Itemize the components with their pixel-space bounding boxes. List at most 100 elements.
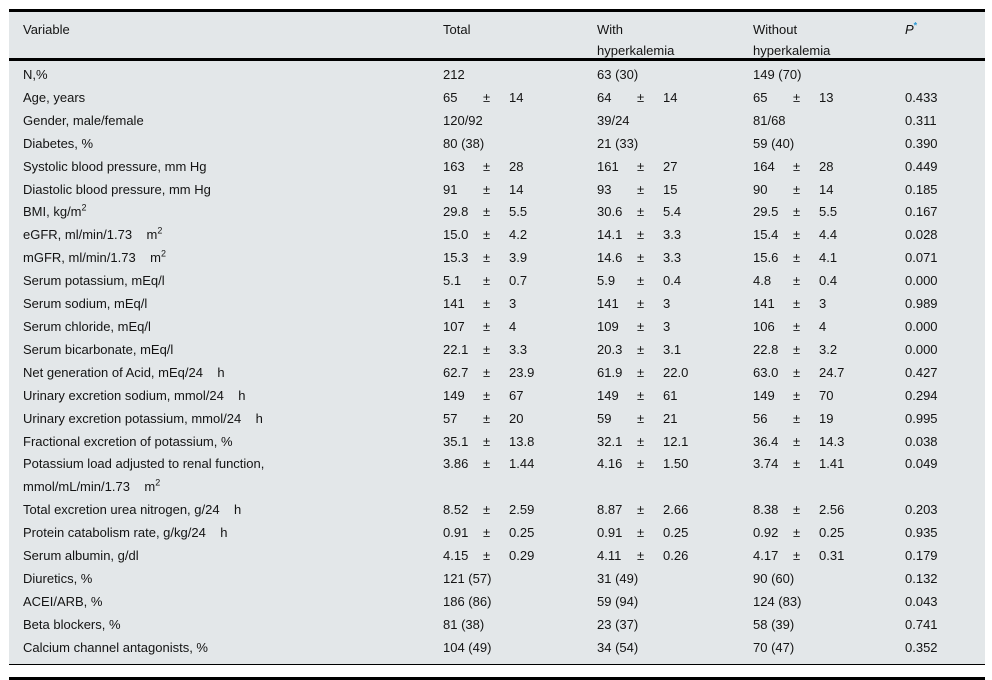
table-row: Diuretics, % 121 (57) 31 (49) 90 (60) 0.132: [9, 568, 985, 591]
table-row: Systolic blood pressure, mm Hg 163 ±28 161 ±…: [9, 156, 985, 179]
column-header-without-hyperkalemia: Without hyperkalemia: [753, 22, 831, 58]
cell-with-hyperkalemia: 0.91 ±0.25: [597, 525, 689, 541]
cell-total: 15.0 ±4.2: [443, 227, 528, 243]
cell-with-hyperkalemia: 8.87 ±2.66: [597, 502, 689, 518]
table-row: Calcium channel antagonists, % 104 (49) 34…: [9, 637, 985, 660]
cell-total: 91 ±14: [443, 181, 524, 197]
cell-without-hyperkalemia: 164 ±28: [753, 158, 834, 174]
cell-total: 0.91 ±0.25: [443, 525, 535, 541]
cell-without-hyperkalemia: 36.4 ±14.3: [753, 433, 845, 449]
row-label: Calcium channel antagonists, %: [23, 639, 208, 655]
cell-total: 3.86 ±1.44: [443, 456, 535, 472]
cell-without-hyperkalemia: 141 ±3: [753, 296, 827, 312]
cell-total: 4.15 ±0.29: [443, 548, 535, 564]
table-row: Serum potassium, mEq/l 5.1 ±0.7 5.9 ±0.4 4.8 ±…: [9, 270, 985, 293]
cell-without-hyperkalemia: 149 ±70: [753, 387, 834, 403]
cell-with-hyperkalemia: 5.9 ±0.4: [597, 273, 682, 289]
cell-without-hyperkalemia: 4.8 ±0.4: [753, 273, 838, 289]
row-label: Diuretics, %: [23, 570, 93, 586]
cell-without-hyperkalemia: 90 ±14: [753, 181, 834, 197]
cell-p-value: 0.427: [905, 364, 938, 380]
cell-without-hyperkalemia: 90 (60): [753, 570, 795, 586]
table-row: Serum chloride, mEq/l 107 ±4 109 ±3 106 ±4 0.00…: [9, 316, 985, 339]
cell-total: 5.1 ±0.7: [443, 273, 528, 289]
cell-p-value: 0.038: [905, 433, 938, 449]
cell-without-hyperkalemia: 29.5 ±5.5: [753, 204, 838, 220]
cell-p-value: 0.028: [905, 227, 938, 243]
cell-with-hyperkalemia: 59 ±21: [597, 410, 678, 426]
cell-with-hyperkalemia: 93 ±15: [597, 181, 678, 197]
cell-without-hyperkalemia: 22.8 ±3.2: [753, 341, 838, 357]
table-row: Serum albumin, g/dl 4.15 ±0.29 4.11 ±0.26 4.1…: [9, 545, 985, 568]
row-label: Urinary excretion potassium, mmol/24 h: [23, 410, 263, 426]
row-label: Age, years: [23, 89, 86, 105]
cell-with-hyperkalemia: 34 (54): [597, 639, 639, 655]
table-body: N,% 212 63 (30) 149 (70) Age, years 65 ±14 64 ±1…: [9, 61, 985, 664]
cell-total: 120/92: [443, 112, 483, 128]
cell-without-hyperkalemia: 70 (47): [753, 639, 795, 655]
table-top-rule: [9, 9, 985, 12]
cell-with-hyperkalemia: 21 (33): [597, 135, 639, 151]
cell-p-value: 0.294: [905, 387, 938, 403]
table-row: eGFR, ml/min/1.73 m2 15.0 ±4.2 14.1 ±3.3 15.4…: [9, 224, 985, 247]
cell-with-hyperkalemia: 32.1 ±12.1: [597, 433, 689, 449]
cell-p-value: 0.935: [905, 525, 938, 541]
cell-without-hyperkalemia: 59 (40): [753, 135, 795, 151]
table-row: BMI, kg/m2 29.8 ±5.5 30.6 ±5.4 29.5 ±5.5 0.167: [9, 201, 985, 224]
cell-p-value: 0.741: [905, 616, 938, 632]
cell-without-hyperkalemia: 149 (70): [753, 67, 802, 82]
cell-without-hyperkalemia: 65 ±13: [753, 89, 834, 105]
cell-with-hyperkalemia: 30.6 ±5.4: [597, 204, 682, 220]
cell-total: 81 (38): [443, 616, 485, 632]
cell-p-value: 0.132: [905, 570, 938, 586]
cell-with-hyperkalemia: 4.11 ±0.26: [597, 548, 689, 564]
cell-with-hyperkalemia: 161 ±27: [597, 158, 678, 174]
cell-p-value: 0.352: [905, 639, 938, 655]
cell-p-value: 0.433: [905, 89, 938, 105]
table-row: Total excretion urea nitrogen, g/24 h 8.5…: [9, 499, 985, 522]
cell-p-value: 0.203: [905, 502, 938, 518]
cell-with-hyperkalemia: 59 (94): [597, 593, 639, 609]
cell-without-hyperkalemia: 15.6 ±4.1: [753, 250, 838, 266]
table-row: Potassium load adjusted to renal functio…: [9, 453, 985, 499]
cell-with-hyperkalemia: 141 ±3: [597, 296, 671, 312]
row-label: Beta blockers, %: [23, 616, 121, 632]
cell-p-value: 0.000: [905, 341, 938, 357]
cell-total: 212: [443, 67, 465, 82]
cell-without-hyperkalemia: 106 ±4: [753, 318, 827, 334]
table-row: ACEI/ARB, % 186 (86) 59 (94) 124 (83) 0.043: [9, 591, 985, 614]
row-label: Serum chloride, mEq/l: [23, 318, 151, 334]
cell-p-value: 0.995: [905, 410, 938, 426]
cell-with-hyperkalemia: 109 ±3: [597, 318, 671, 334]
cell-p-value: 0.071: [905, 250, 938, 266]
table-row: Protein catabolism rate, g/kg/24 h 0.91 ±0…: [9, 522, 985, 545]
row-label: Diastolic blood pressure, mm Hg: [23, 181, 211, 197]
p-label: P: [905, 22, 914, 37]
column-header-with-hyperkalemia: With hyperkalemia: [597, 22, 675, 58]
cell-without-hyperkalemia: 15.4 ±4.4: [753, 227, 838, 243]
table-header-row: Variable Total With hyperkalemia Without…: [9, 12, 985, 58]
cell-p-value: 0.043: [905, 593, 938, 609]
row-label: Fractional excretion of potassium, %: [23, 433, 233, 449]
table-row: N,% 212 63 (30) 149 (70): [9, 64, 985, 87]
table-row: Serum sodium, mEq/l 141 ±3 141 ±3 141 ±3 0.989: [9, 293, 985, 316]
table-row: Urinary excretion sodium, mmol/24 h 149 ±6…: [9, 385, 985, 408]
cell-without-hyperkalemia: 56 ±19: [753, 410, 834, 426]
cell-without-hyperkalemia: 0.92 ±0.25: [753, 525, 845, 541]
table-row: Gender, male/female 120/92 39/24 81/68 0.311: [9, 110, 985, 133]
table-row: Age, years 65 ±14 64 ±14 65 ±13 0.433: [9, 87, 985, 110]
cell-p-value: 0.989: [905, 296, 938, 312]
cell-p-value: 0.311: [905, 112, 937, 128]
table-row: Beta blockers, % 81 (38) 23 (37) 58 (39) 0.7…: [9, 614, 985, 637]
cell-with-hyperkalemia: 14.1 ±3.3: [597, 227, 682, 243]
cell-p-value: 0.000: [905, 273, 938, 289]
cell-total: 62.7 ±23.9: [443, 364, 535, 380]
cell-total: 22.1 ±3.3: [443, 341, 528, 357]
cell-with-hyperkalemia: 64 ±14: [597, 89, 678, 105]
table-row: Urinary excretion potassium, mmol/24 h 57…: [9, 408, 985, 431]
row-label: Total excretion urea nitrogen, g/24 h: [23, 502, 242, 518]
cell-total: 186 (86): [443, 593, 492, 609]
cell-total: 8.52 ±2.59: [443, 502, 535, 518]
table-row: mGFR, ml/min/1.73 m2 15.3 ±3.9 14.6 ±3.3 15.6…: [9, 247, 985, 270]
table-row: Diabetes, % 80 (38) 21 (33) 59 (40) 0.390: [9, 133, 985, 156]
